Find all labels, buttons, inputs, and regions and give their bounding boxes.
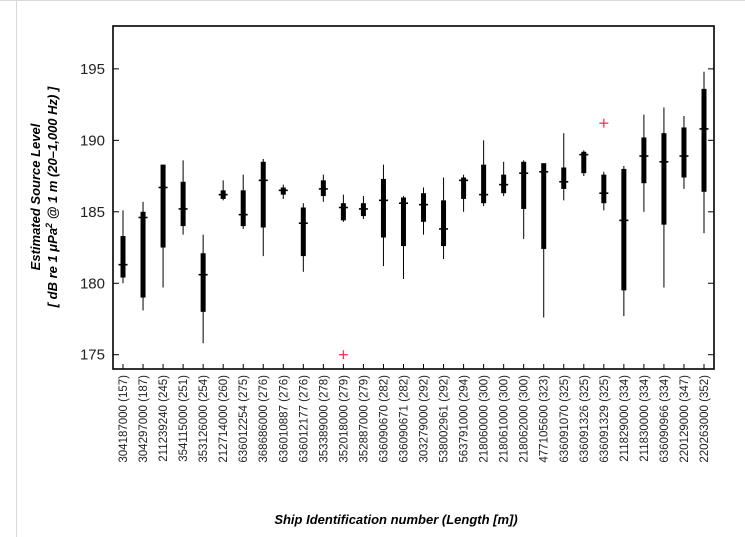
box-body	[461, 177, 467, 199]
y-axis-title-line2-superscript: 2	[44, 223, 54, 229]
box-body	[621, 168, 627, 291]
box-body	[380, 178, 386, 238]
x-tick-label: 353126000 (254)	[198, 375, 210, 463]
x-tick-label: 220129000 (347)	[679, 375, 691, 463]
page-left-rule	[16, 0, 17, 537]
box-body	[661, 133, 667, 225]
x-tick-label: 636090670 (282)	[378, 375, 390, 463]
x-tick-label: 303279000 (292)	[419, 375, 431, 463]
x-tick-label: 636010887 (276)	[278, 375, 290, 463]
x-tick-label: 352018000 (279)	[338, 375, 350, 463]
box-series	[118, 71, 709, 344]
box-body	[120, 236, 126, 278]
y-tick-label: 185	[80, 204, 105, 221]
y-tick-label: 175	[80, 347, 105, 364]
box-body	[140, 211, 146, 298]
box-body	[701, 88, 707, 192]
box-body	[340, 203, 346, 221]
plot-area	[112, 25, 715, 370]
x-tick-label: 636012177 (276)	[298, 375, 310, 463]
x-axis-title: Ship Identification number (Length [m])	[274, 512, 517, 527]
x-tick-label: 212714000 (260)	[218, 375, 230, 463]
x-tick-label: 304187000 (157)	[118, 375, 130, 463]
x-tick-label: 353389000 (278)	[318, 375, 330, 463]
y-tick-label: 190	[80, 132, 105, 149]
box-body	[160, 164, 166, 248]
y-tick-label: 180	[80, 275, 105, 292]
x-tick-label: 368686000 (276)	[258, 375, 270, 463]
box-body	[240, 190, 246, 227]
x-tick-label: 636012254 (275)	[238, 375, 250, 463]
x-tick-label: 352887000 (279)	[358, 375, 370, 463]
x-tick-label: 636090671 (282)	[398, 375, 410, 463]
box-body	[260, 161, 266, 228]
box-body	[300, 207, 306, 257]
y-axis-title-line1: Estimated Source Level	[28, 123, 43, 270]
box-body	[521, 161, 527, 209]
page-top-rule	[0, 0, 745, 1]
x-tick-label: 636091329 (325)	[599, 375, 611, 463]
x-tick-label: 477105600 (323)	[539, 375, 551, 463]
outlier-markers	[338, 118, 609, 360]
box-body	[400, 197, 406, 247]
x-tick-label: 636091326 (325)	[579, 375, 591, 463]
x-tick-label: 304297000 (187)	[138, 375, 150, 463]
x-tick-label: 211239240 (245)	[158, 375, 170, 462]
y-axis: 175 180 185 190 195	[80, 61, 714, 364]
x-tick-label: 636091070 (325)	[559, 375, 571, 463]
box-body	[421, 193, 427, 222]
x-tick-label: 220263000 (352)	[699, 375, 711, 463]
box-body	[581, 151, 587, 174]
x-tick-label: 563791000 (294)	[459, 375, 471, 463]
box-body	[200, 253, 206, 312]
x-tick-label: 636090966 (334)	[659, 375, 671, 463]
box-body	[481, 164, 487, 204]
box-body	[641, 137, 647, 184]
x-tick-label: 211829000 (334)	[619, 375, 631, 462]
box-body	[681, 127, 687, 178]
y-axis-title-line2: [ dB re 1 μPa2 @ 1 m (20–1,000 Hz) ]	[44, 86, 60, 308]
y-axis-title-line2-prefix: [ dB re 1 μPa	[45, 228, 60, 308]
box-body	[441, 200, 447, 247]
x-tick-label: 218062000 (300)	[519, 375, 531, 463]
y-axis-title-line2-suffix: @ 1 m (20–1,000 Hz) ]	[45, 86, 60, 223]
box-body	[601, 174, 607, 204]
y-tick-label: 195	[80, 61, 105, 78]
x-tick-label: 218060000 (300)	[479, 375, 491, 463]
x-tick-label: 218061000 (300)	[499, 375, 511, 463]
box-body	[541, 163, 547, 249]
box-body	[561, 167, 567, 189]
box-body	[180, 181, 186, 227]
x-tick-label: 538002961 (292)	[439, 375, 451, 463]
x-tick-label: 211830000 (334)	[639, 375, 651, 462]
x-axis: 304187000 (157) 304297000 (187) 211239240 …	[118, 364, 711, 463]
x-tick-label: 354115000 (251)	[178, 375, 190, 462]
